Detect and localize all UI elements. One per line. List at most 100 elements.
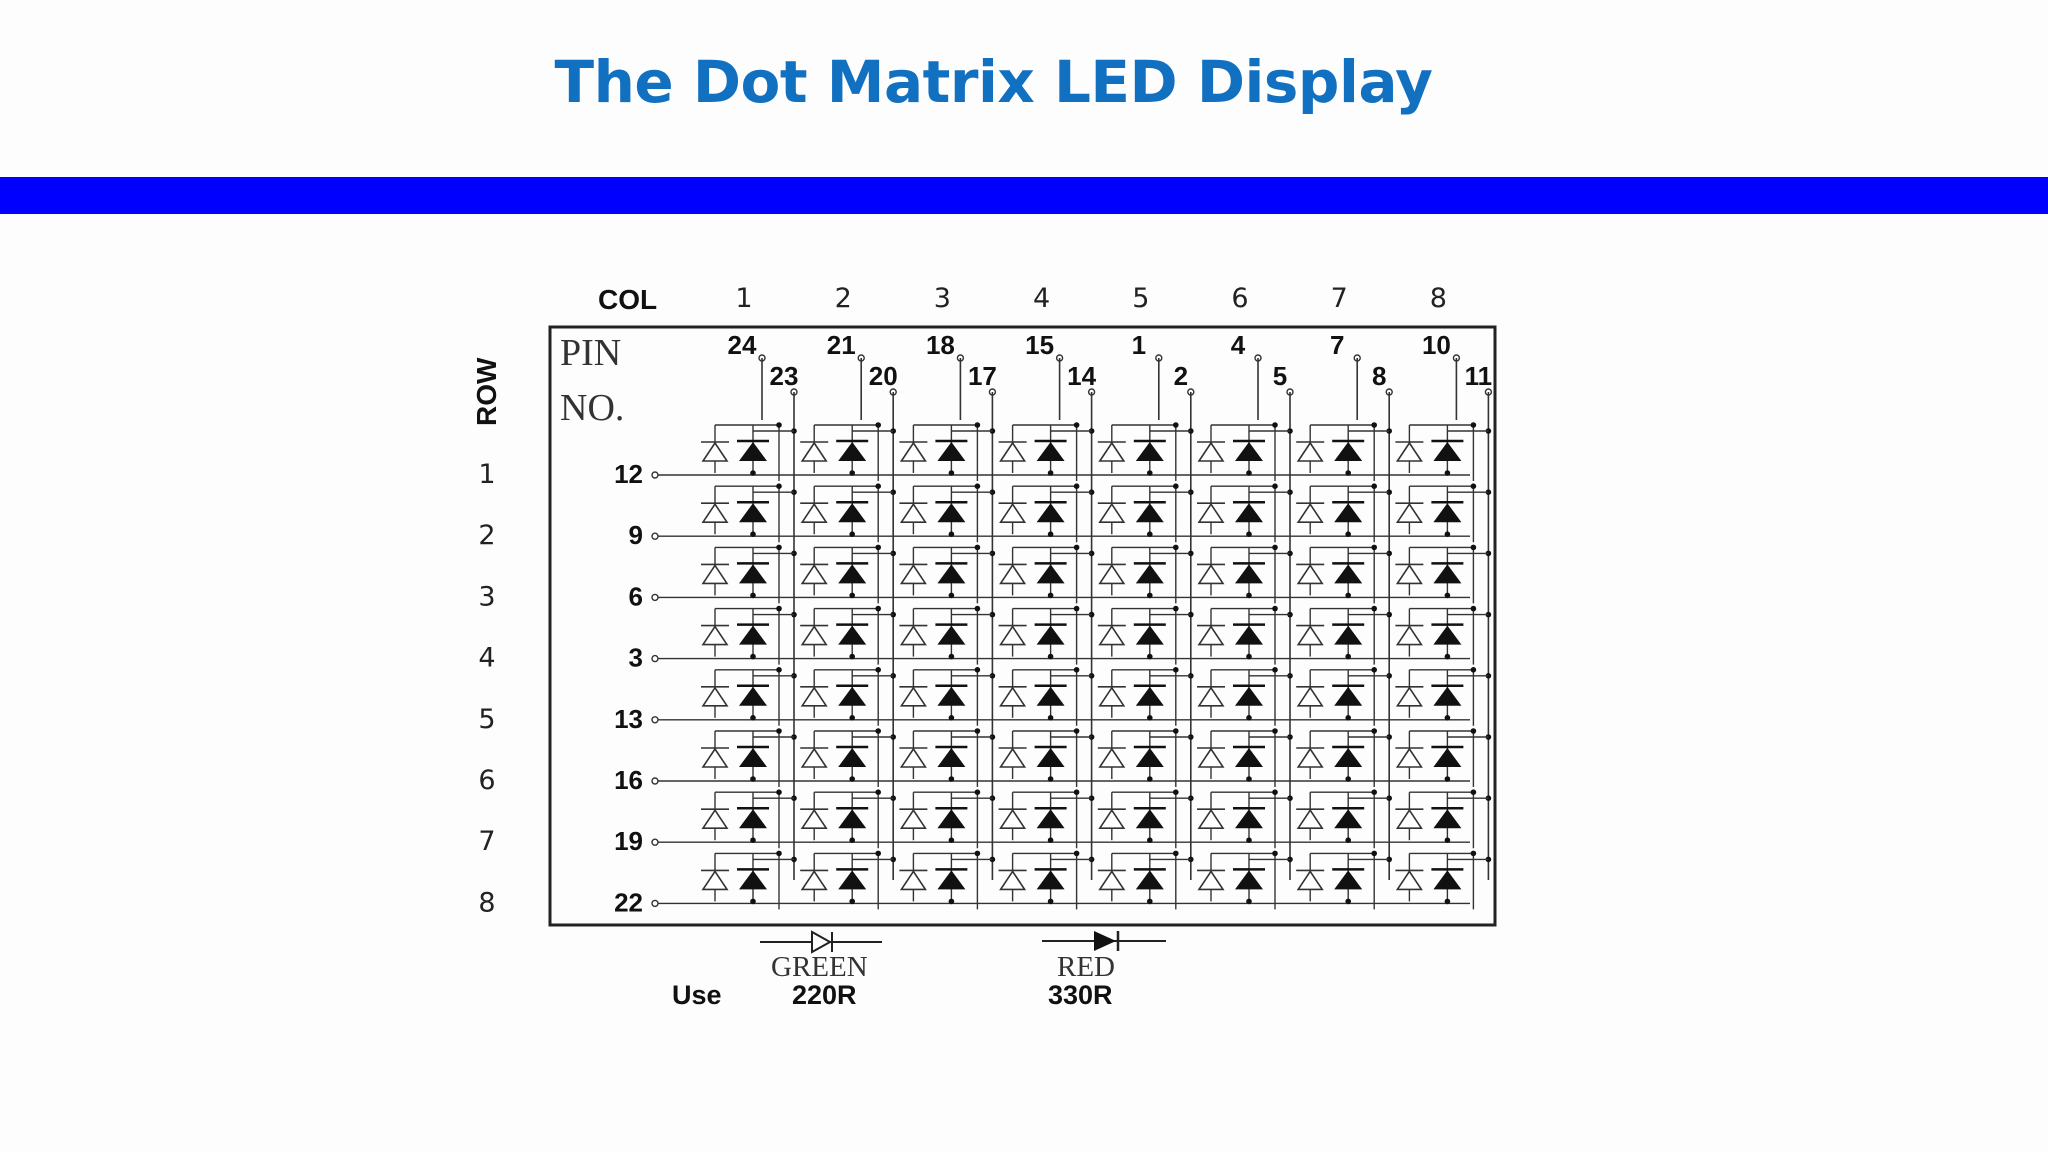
- led-cell: [800, 483, 896, 543]
- red-led: [739, 564, 767, 584]
- led-cell: [899, 483, 996, 543]
- led-cell: [1197, 728, 1293, 787]
- green-led: [800, 441, 828, 462]
- led-cell: [899, 422, 996, 481]
- red-led: [1135, 870, 1164, 890]
- led-cell: [998, 667, 1095, 726]
- red-led: [838, 809, 867, 829]
- red-led: [1235, 564, 1263, 584]
- led-cell: [998, 789, 1095, 849]
- led-cell: [1097, 605, 1194, 665]
- row-pin-13: 13: [614, 704, 643, 734]
- red-led: [739, 748, 767, 767]
- led-cell: [1296, 667, 1392, 726]
- red-led: [937, 625, 966, 645]
- red-led: [1334, 686, 1363, 706]
- row-number-2: 2: [478, 520, 495, 551]
- led-cell: [998, 483, 1095, 543]
- green-led: [1296, 441, 1324, 462]
- red-led: [1036, 564, 1065, 584]
- legend-red-label: RED: [1057, 951, 1115, 983]
- green-led: [800, 808, 828, 830]
- green-led: [1395, 502, 1423, 524]
- led-cell: [701, 422, 797, 481]
- red-led: [937, 809, 966, 829]
- slide-title: The Dot Matrix LED Display: [554, 48, 1434, 116]
- row-number-4: 4: [478, 643, 495, 674]
- led-cell: [1197, 605, 1293, 665]
- green-led: [999, 625, 1027, 646]
- green-led: [899, 441, 927, 462]
- red-led: [1036, 809, 1065, 829]
- matrix-frame: [548, 325, 1497, 927]
- red-led: [1433, 503, 1462, 523]
- row-pin-19: 19: [614, 826, 643, 856]
- col-number-3: 3: [934, 283, 951, 314]
- col-number-7: 7: [1331, 283, 1348, 314]
- header-band: [0, 177, 2048, 214]
- red-led: [1334, 503, 1363, 523]
- col-number-5: 5: [1132, 283, 1149, 314]
- green-led: [1098, 869, 1126, 891]
- legend: Use GREEN 220R RED 330R: [672, 930, 1166, 1010]
- col-number-2: 2: [835, 283, 852, 314]
- led-cell: [1395, 789, 1492, 849]
- red-led: [1235, 503, 1263, 523]
- led-cell: [998, 544, 1095, 604]
- green-led: [1395, 747, 1423, 768]
- led-cell: [998, 850, 1095, 910]
- red-led: [739, 442, 767, 461]
- green-led: [1296, 686, 1324, 707]
- red-led: [1433, 686, 1462, 706]
- legend-red-resistor: 330R: [1048, 980, 1113, 1010]
- red-led: [739, 625, 767, 645]
- red-led: [1135, 503, 1164, 523]
- green-led: [800, 625, 828, 646]
- green-led: [899, 686, 927, 707]
- led-cell: [1097, 728, 1194, 787]
- col-pin-lower-14: 14: [1067, 361, 1096, 391]
- red-led: [1334, 870, 1363, 890]
- col-pin-upper-10: 10: [1422, 330, 1451, 360]
- col-pin-upper-21: 21: [827, 330, 856, 360]
- red-led: [1235, 748, 1263, 767]
- led-cell: [800, 789, 896, 849]
- green-led: [999, 808, 1027, 830]
- led-cell: [800, 850, 896, 910]
- led-cell: [1296, 483, 1392, 543]
- led-cell: [1296, 422, 1392, 481]
- row-number-8: 8: [478, 887, 495, 918]
- green-led: [1197, 441, 1225, 462]
- green-led: [999, 869, 1027, 891]
- led-cell: [1197, 789, 1293, 849]
- led-cell: [1395, 483, 1492, 543]
- red-led: [1235, 870, 1263, 890]
- row-pin-9: 9: [629, 520, 643, 550]
- red-led: [1235, 686, 1263, 706]
- red-led: [739, 503, 767, 523]
- green-led: [1098, 563, 1126, 585]
- led-cell: [1395, 422, 1492, 481]
- red-led: [1433, 809, 1462, 829]
- led-cell: [1395, 850, 1492, 910]
- green-led: [701, 625, 729, 646]
- col-pin-lower-17: 17: [968, 361, 997, 391]
- led-cell: [701, 605, 797, 665]
- red-led: [937, 503, 966, 523]
- green-led: [701, 808, 729, 830]
- led-array: [701, 422, 1492, 910]
- row-pin-6: 6: [629, 581, 643, 611]
- red-led: [1036, 748, 1065, 767]
- col-number-4: 4: [1033, 283, 1050, 314]
- led-cell: [899, 667, 996, 726]
- col-pin-lower-23: 23: [770, 361, 799, 391]
- led-cell: [899, 850, 996, 910]
- led-cell: [1197, 667, 1293, 726]
- led-cell: [899, 789, 996, 849]
- green-led: [1098, 625, 1126, 646]
- green-led: [899, 869, 927, 891]
- red-led: [1433, 442, 1462, 461]
- led-cell: [1097, 850, 1194, 910]
